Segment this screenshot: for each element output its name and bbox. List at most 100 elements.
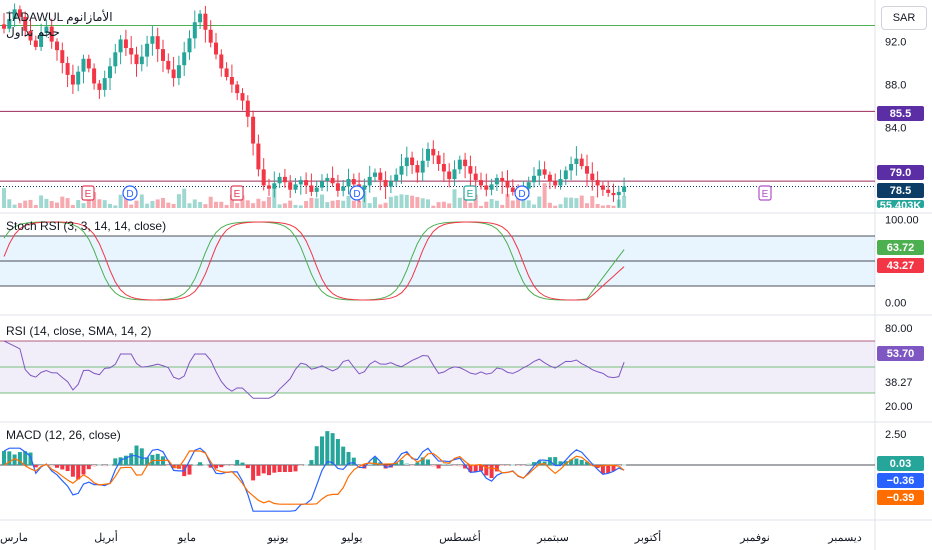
volume-bar xyxy=(558,204,563,208)
candle-body xyxy=(436,155,441,164)
candle-body xyxy=(622,186,627,192)
volume-bar xyxy=(235,203,240,208)
candle-body xyxy=(182,52,187,66)
currency-button[interactable]: SAR xyxy=(881,6,927,30)
macd-histogram-bar xyxy=(203,464,208,466)
rsi-title[interactable]: RSI (14, close, SMA, 14, 2) xyxy=(6,324,152,338)
volume-bar xyxy=(547,202,552,208)
volume-bar xyxy=(224,205,229,208)
macd-histogram-bar xyxy=(235,459,240,465)
macd-histogram-bar xyxy=(484,465,489,476)
candle-body xyxy=(245,100,250,117)
macd-histogram-bar xyxy=(420,457,425,465)
candle-body xyxy=(468,166,473,174)
candle-body xyxy=(373,172,377,177)
candle-body xyxy=(145,43,150,57)
volume-bar xyxy=(600,205,605,208)
candle-body xyxy=(314,187,319,192)
macd-histogram-bar xyxy=(399,460,404,465)
candle-body xyxy=(563,170,568,180)
stoch-rsi-title[interactable]: Stoch RSI (3, 3, 14, 14, close) xyxy=(6,219,167,233)
volume-bar xyxy=(399,194,404,208)
volume-bar xyxy=(314,198,319,208)
volume-bar xyxy=(277,204,282,208)
macd-histogram-bar xyxy=(288,465,293,472)
candle-body xyxy=(86,58,91,69)
volume-bar xyxy=(484,201,489,208)
volume-bar xyxy=(590,196,595,208)
macd-histogram-bar xyxy=(468,465,473,472)
dividend-marker-shape xyxy=(122,185,138,201)
volume-bar xyxy=(505,194,510,208)
macd-histogram-bar xyxy=(532,462,536,465)
macd-histogram-bar xyxy=(277,465,282,472)
candle-body xyxy=(367,176,372,186)
macd-histogram-bar xyxy=(219,465,224,468)
volume-bar xyxy=(12,204,17,208)
candle-body xyxy=(65,63,70,75)
candle-body xyxy=(569,163,574,171)
volume-legend: حجم تداول xyxy=(6,25,60,39)
symbol-header: TADAWUL الأمازانوم حجم تداول xyxy=(6,10,113,40)
volume-bar xyxy=(2,188,6,208)
time-axis-label: أكتوبر xyxy=(634,530,661,544)
volume-bar xyxy=(113,205,118,208)
candle-body xyxy=(134,54,139,65)
candle-body xyxy=(351,179,356,185)
volume-bar xyxy=(500,204,505,208)
macd-histogram-bar xyxy=(113,458,118,465)
candle-body xyxy=(335,183,340,191)
macd-histogram-bar xyxy=(17,452,22,465)
macd-histogram-bar xyxy=(282,465,287,472)
volume-bar xyxy=(516,195,521,208)
macd-histogram-bar xyxy=(463,465,468,469)
candle-body xyxy=(102,78,107,90)
macd-title[interactable]: MACD (12, 26, close) xyxy=(6,428,121,442)
time-axis-label: أغسطس xyxy=(439,530,481,544)
macd-histogram-bar xyxy=(500,465,505,466)
volume-bar xyxy=(378,204,383,208)
volume-bar xyxy=(595,203,600,208)
earnings-marker-shape xyxy=(463,185,477,201)
macd-histogram-bar xyxy=(261,465,266,474)
candle-body xyxy=(288,182,293,190)
candle-body xyxy=(224,68,229,78)
macd-histogram-bar xyxy=(70,465,75,477)
volume-bar xyxy=(404,194,409,208)
rsi-tick-label: 38.27 xyxy=(885,377,913,389)
stoch-d-badge: 43.27 xyxy=(877,258,924,273)
candle-body xyxy=(500,177,505,182)
symbol-name[interactable]: TADAWUL الأمازانوم xyxy=(6,10,113,24)
volume-bar xyxy=(569,197,574,208)
candle-body xyxy=(2,24,6,29)
candle-body xyxy=(404,157,409,167)
volume-bar xyxy=(463,197,468,208)
macd-histogram-bar xyxy=(606,465,611,473)
time-axis-label: ديسمبر xyxy=(827,532,862,544)
earnings-marker: E xyxy=(463,185,477,201)
volume-bar xyxy=(129,204,134,208)
macd-histogram-bar xyxy=(293,465,298,472)
volume-bar xyxy=(447,203,452,208)
volume-bar xyxy=(394,195,399,208)
candle-body xyxy=(23,16,28,31)
candle-body xyxy=(510,187,515,192)
macd-histogram-bar xyxy=(346,451,351,465)
candle-body xyxy=(309,185,314,192)
candle-body xyxy=(600,185,605,190)
volume-bar xyxy=(457,197,462,208)
volume-bar xyxy=(65,198,70,208)
candle-body xyxy=(590,173,595,181)
volume-bar xyxy=(123,194,128,208)
macd-histogram-bar xyxy=(65,465,70,472)
candle-body xyxy=(267,185,271,189)
time-axis-label: مارس xyxy=(0,532,28,544)
macd-histogram-bar xyxy=(569,459,574,465)
volume-bar xyxy=(161,197,165,208)
candle-body xyxy=(97,83,102,90)
volume-bar xyxy=(335,200,340,208)
macd-tick-label: 2.50 xyxy=(885,429,906,441)
volume-bar xyxy=(55,202,59,208)
macd-histogram-bar xyxy=(436,465,441,469)
